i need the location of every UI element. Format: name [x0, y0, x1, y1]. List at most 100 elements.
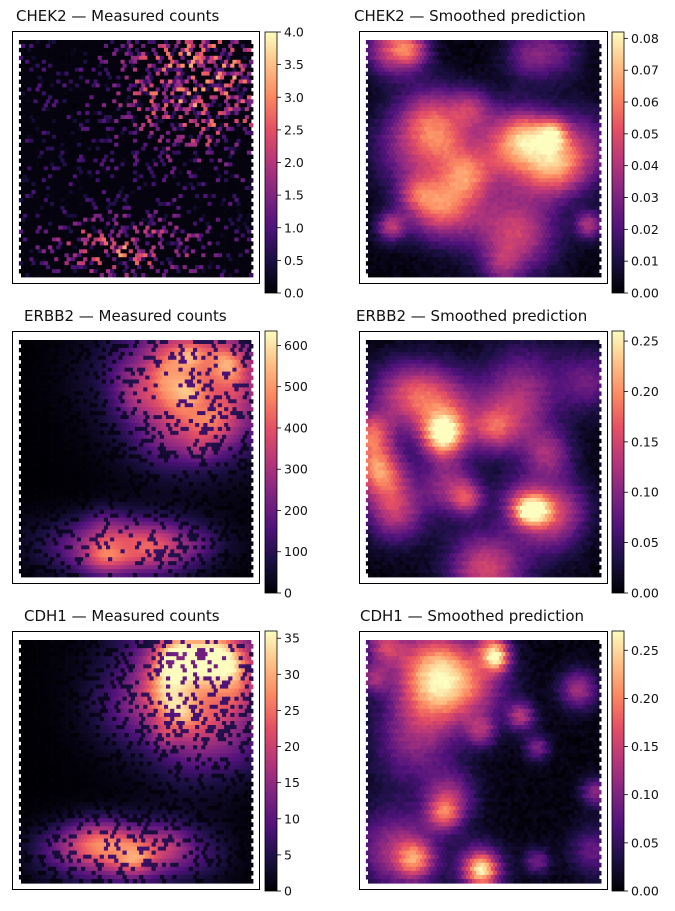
- spot: [95, 249, 101, 254]
- spot: [29, 217, 34, 223]
- spot: [455, 67, 460, 73]
- spot: [168, 253, 173, 258]
- spot: [207, 201, 212, 207]
- spot: [590, 87, 596, 92]
- spot: [116, 186, 121, 191]
- spot: [27, 134, 32, 140]
- spot: [106, 40, 111, 45]
- spot: [124, 249, 130, 254]
- spot: [226, 261, 231, 266]
- spot: [236, 170, 241, 175]
- spot: [137, 67, 142, 73]
- spot: [242, 198, 248, 203]
- spot: [172, 55, 177, 61]
- spot: [209, 134, 215, 140]
- spot: [122, 174, 127, 179]
- spot: [407, 119, 413, 124]
- spot: [72, 150, 78, 155]
- spot: [101, 229, 107, 234]
- spot: [64, 221, 69, 227]
- spot: [161, 233, 167, 238]
- spot: [68, 245, 74, 250]
- spot: [582, 63, 587, 69]
- spot: [486, 40, 492, 45]
- spot: [244, 44, 250, 49]
- spot: [166, 170, 171, 175]
- spot: [205, 95, 210, 100]
- spot: [432, 111, 438, 116]
- spot: [563, 51, 569, 57]
- spot: [141, 51, 146, 57]
- spot: [222, 205, 227, 211]
- spot: [238, 205, 244, 211]
- spot: [490, 40, 496, 45]
- spot: [159, 63, 165, 69]
- spot: [76, 205, 82, 211]
- spot: [230, 213, 235, 219]
- spot: [97, 103, 103, 108]
- spot: [497, 51, 502, 57]
- spot: [478, 55, 483, 61]
- spot: [182, 146, 188, 152]
- spot: [130, 47, 136, 53]
- spot: [467, 115, 473, 120]
- spot: [79, 209, 84, 215]
- spot: [365, 47, 371, 53]
- spot: [536, 134, 542, 140]
- spot: [494, 63, 500, 69]
- spot: [58, 186, 63, 191]
- spot: [76, 119, 82, 124]
- spot: [217, 213, 223, 219]
- spot: [378, 87, 383, 92]
- spot: [43, 111, 49, 116]
- spot: [37, 194, 43, 199]
- spot: [211, 186, 217, 191]
- spot: [106, 190, 111, 195]
- spot: [159, 150, 165, 155]
- spot: [178, 178, 183, 183]
- spot: [21, 249, 26, 254]
- spot: [81, 71, 86, 76]
- spot: [41, 130, 47, 136]
- spot: [180, 119, 185, 124]
- spot: [453, 40, 458, 45]
- spot: [93, 95, 98, 100]
- spot: [74, 91, 80, 96]
- spot: [101, 79, 107, 84]
- spot: [407, 95, 413, 100]
- spot: [401, 44, 406, 49]
- spot: [465, 119, 471, 124]
- spot: [413, 91, 419, 96]
- spot: [388, 99, 394, 104]
- spot: [97, 71, 103, 76]
- spot: [114, 213, 119, 219]
- spot: [424, 40, 429, 45]
- spot: [467, 51, 473, 57]
- spot: [135, 95, 140, 100]
- spot: [248, 107, 254, 112]
- spot: [474, 111, 479, 116]
- spot: [395, 63, 400, 69]
- spot: [228, 83, 233, 88]
- spot: [47, 79, 53, 84]
- spot: [565, 71, 571, 76]
- spot: [54, 249, 59, 254]
- spot: [93, 221, 98, 227]
- spot: [207, 186, 212, 191]
- spot: [374, 126, 379, 132]
- spot: [56, 213, 61, 219]
- spot: [586, 95, 592, 100]
- spot: [186, 130, 192, 136]
- spot: [64, 134, 69, 140]
- spot: [155, 47, 161, 53]
- spot: [153, 273, 159, 278]
- spot: [116, 265, 121, 270]
- spot: [108, 249, 113, 254]
- spot: [474, 55, 479, 61]
- spot: [89, 87, 94, 92]
- spot: [578, 40, 583, 45]
- spot: [217, 87, 223, 92]
- spot: [135, 87, 140, 92]
- spot: [149, 83, 154, 88]
- spot: [170, 91, 175, 96]
